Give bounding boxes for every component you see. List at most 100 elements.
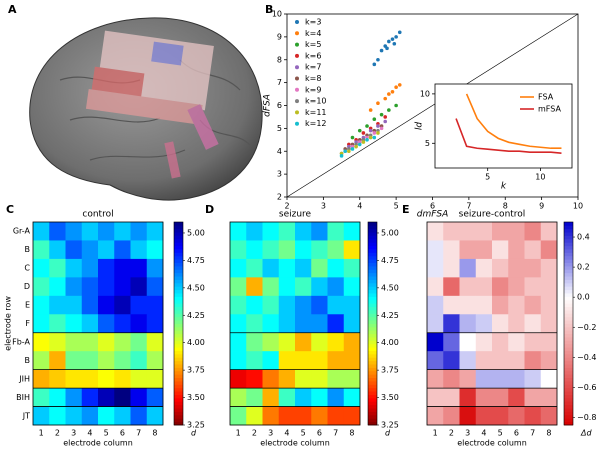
heatmap-cell	[443, 406, 460, 426]
heatmap-cell	[540, 277, 558, 297]
heatmap-cell	[65, 295, 83, 315]
colorbar-tick-label: 4.50	[381, 283, 399, 292]
heatmap-cell	[146, 258, 164, 278]
heatmap-cell	[295, 258, 312, 278]
heatmap-cell	[443, 222, 460, 241]
colorbar-step	[564, 286, 573, 291]
colorbar-tick-label: −0.4	[577, 353, 596, 362]
colorbar-step	[368, 320, 377, 324]
point	[387, 108, 391, 112]
colorbar-step	[368, 421, 377, 426]
heatmap-cell	[33, 369, 50, 389]
heatmap-cell	[262, 351, 280, 370]
heatmap-cell	[443, 332, 460, 352]
heatmap-cell	[427, 277, 444, 297]
legend-label: k=9	[305, 85, 321, 94]
heatmap-cell	[230, 332, 247, 352]
colorbar-step	[368, 289, 377, 294]
panel-letter: E	[402, 203, 410, 216]
point	[390, 89, 395, 94]
colorbar-tick-label: 5.00	[187, 228, 205, 237]
panel-letter: D	[205, 203, 214, 216]
heatmap-cell	[475, 258, 493, 278]
heatmap-cell	[327, 240, 345, 260]
heatmap-cell	[459, 295, 477, 315]
colorbar-step	[174, 306, 183, 311]
colorbar-step	[564, 384, 573, 389]
heatmap-cell	[295, 277, 312, 297]
colorbar-step	[564, 323, 573, 328]
heatmap-cell	[459, 277, 477, 297]
x-tick-label: 3	[268, 429, 273, 438]
heatmap-cell	[508, 351, 525, 370]
colorbar-step	[368, 326, 377, 331]
heatmap-cell	[443, 314, 460, 334]
heatmap-cell	[327, 314, 345, 334]
x-tick-label: 2	[449, 429, 454, 438]
colorbar-step	[368, 394, 377, 399]
colorbar-tick-label: 0.0	[577, 293, 590, 302]
x-tick-label: 1	[236, 429, 241, 438]
heatmap-cell	[492, 295, 509, 315]
heatmap-cell	[427, 222, 444, 241]
heatmap-cell	[81, 277, 99, 297]
point	[376, 124, 380, 128]
heatmap-cell	[65, 369, 83, 389]
heatmap-cell	[459, 388, 477, 407]
plot-frame	[229, 221, 361, 426]
heatmap-cell	[295, 332, 312, 352]
heatmap-cell	[327, 295, 345, 315]
y-tick-label: C	[24, 264, 30, 273]
heatmap-cell	[33, 351, 50, 370]
heatmap-cell	[230, 388, 247, 407]
heatmap-cell	[81, 258, 99, 278]
y-tick-label: 10	[420, 89, 430, 98]
colorbar-step	[368, 303, 377, 307]
heatmap-cell	[492, 369, 509, 389]
colorbar-step	[368, 293, 377, 297]
heatmap-cell	[492, 314, 509, 334]
heatmap-cell	[295, 222, 312, 241]
colorbar-step	[368, 232, 377, 236]
colorbar-step	[368, 350, 377, 355]
colorbar-step	[368, 306, 377, 311]
heatmap-cell	[327, 388, 345, 407]
colorbar-step	[564, 337, 573, 341]
colorbar-step	[564, 265, 573, 270]
y-tick-label: 5	[277, 124, 282, 133]
heatmap-cell	[475, 351, 493, 370]
x-tick-label: 5	[301, 429, 306, 438]
x-tick-label: 2	[284, 202, 289, 211]
heatmap-cell	[81, 388, 99, 407]
point	[394, 35, 398, 39]
colorbar-step	[368, 238, 377, 243]
heatmap-cell	[262, 332, 280, 352]
colorbar-step	[174, 370, 183, 375]
x-tick-label: 7	[333, 429, 338, 438]
heatmap-cell	[81, 295, 99, 315]
heatmap-cell	[508, 222, 525, 241]
colorbar-tick-label: 5.00	[381, 228, 399, 237]
colorbar-step	[564, 222, 573, 226]
colorbar-step	[174, 255, 183, 260]
colorbar-step	[174, 347, 183, 351]
heatmap-cell	[492, 332, 509, 352]
colorbar-step	[174, 228, 183, 233]
point	[394, 85, 398, 89]
y-tick-label: Gr-A	[13, 227, 31, 236]
colorbar-step	[174, 265, 183, 270]
colorbar-step	[564, 252, 573, 257]
colorbar-step	[368, 404, 377, 409]
point	[387, 92, 391, 96]
heatmap-cell	[81, 406, 99, 426]
y-tick-label: B	[25, 356, 31, 365]
point	[368, 108, 373, 112]
y-tick-label: 6	[277, 101, 282, 110]
heatmap-cell	[459, 351, 477, 370]
legend-marker	[295, 65, 299, 70]
heatmap-cell	[49, 295, 66, 315]
heatmap-cell	[540, 222, 558, 241]
colorbar-step	[174, 377, 183, 382]
y-tick-label: 10	[272, 10, 282, 19]
point	[383, 96, 388, 101]
